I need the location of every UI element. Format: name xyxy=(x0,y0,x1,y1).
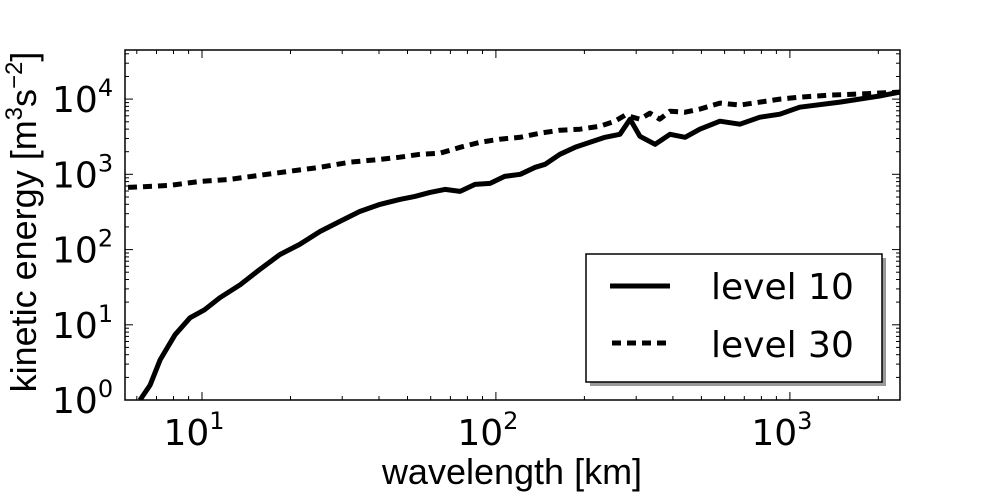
legend: level 10 level 30 xyxy=(585,253,886,386)
x-axis-label: wavelength [km] xyxy=(381,451,642,492)
legend-label-level-10: level 10 xyxy=(711,267,854,308)
y-axis-label-sup1: 3 xyxy=(1,107,28,120)
y-tick-labels: 100 101 102 103 104 xyxy=(52,74,113,422)
series-line-level-30 xyxy=(127,89,900,190)
legend-box xyxy=(585,253,883,383)
legend-label-level-30: level 30 xyxy=(711,325,854,366)
series-line-level-10 xyxy=(137,89,900,400)
x-tick-label: 101 xyxy=(163,407,224,454)
y-axis-label-end: ] xyxy=(3,52,44,62)
y-axis-label: kinetic energy [m3s−2] xyxy=(1,52,44,393)
x-tick-label: 102 xyxy=(457,407,518,454)
series-layer xyxy=(127,89,900,400)
y-axis-label-main: kinetic energy [m xyxy=(3,120,44,392)
y-tick-label: 103 xyxy=(52,149,113,196)
y-tick-label: 102 xyxy=(52,225,113,272)
y-axis-label-mid: s xyxy=(3,89,44,107)
x-tick-labels: 101 102 103 xyxy=(163,407,812,454)
plot-frame xyxy=(124,49,901,401)
y-tick-label: 101 xyxy=(52,300,113,347)
x-tick-label: 103 xyxy=(751,407,812,454)
y-axis-label-sup2: −2 xyxy=(1,62,28,89)
y-tick-label: 100 xyxy=(52,375,113,422)
y-tick-label: 104 xyxy=(52,74,113,121)
